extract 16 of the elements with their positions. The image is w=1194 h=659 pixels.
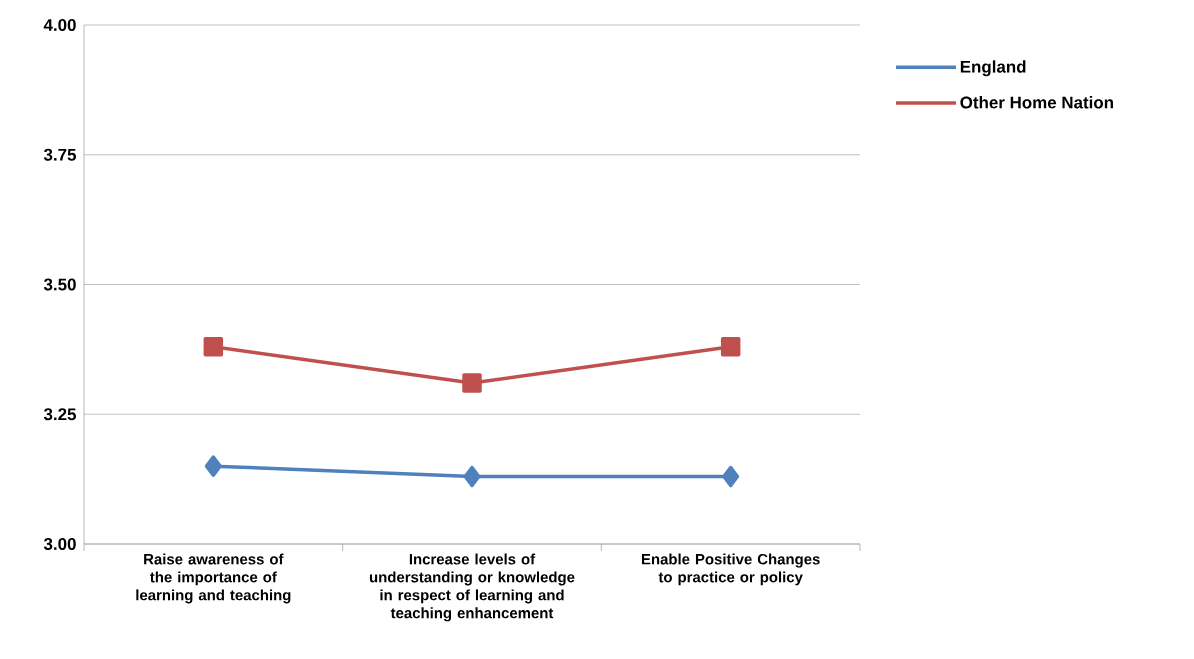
y-tick-label: 3.25 [43, 408, 77, 421]
point [463, 465, 481, 488]
legend-label: England [960, 60, 1026, 77]
point [204, 455, 222, 477]
x-tick-label: Raise awareness of the importance of learning and teaching [136, 553, 291, 604]
point [720, 337, 741, 357]
y-tick-label: 4.00 [43, 18, 76, 31]
legend-label: Other Home Nation [960, 96, 1113, 109]
y-tick-label: 3.00 [43, 537, 76, 550]
y-tick-label: 3.75 [43, 148, 77, 161]
y-tick-label: 3.50 [43, 278, 76, 291]
point [203, 337, 224, 357]
point [722, 465, 740, 488]
point [462, 373, 482, 393]
x-tick-label: Enable Positive Changes to practice or policy [641, 553, 820, 586]
x-tick-label: Increase levels of understanding or knowledge in respect of learning and teaching enhancement [369, 553, 575, 622]
